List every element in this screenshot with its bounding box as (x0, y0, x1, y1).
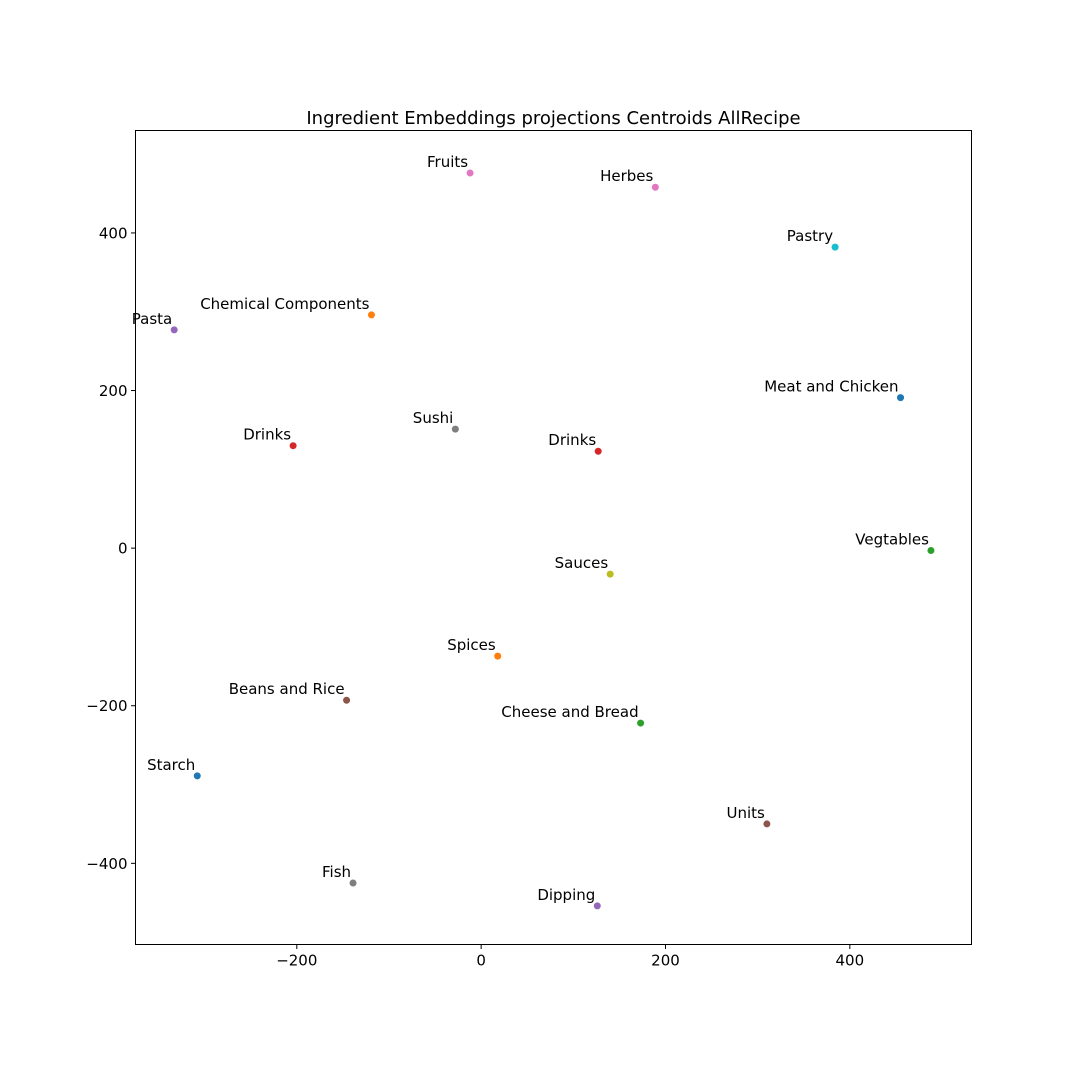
point-label: Cheese and Bread (501, 703, 638, 721)
data-points (170, 169, 935, 910)
point-label: Units (727, 804, 766, 822)
point-label: Dipping (537, 886, 595, 904)
point-label: Drinks (548, 431, 596, 449)
point-label: Spices (447, 636, 496, 654)
point-label: Sauces (555, 554, 609, 572)
data-point (343, 696, 351, 704)
chart-title: Ingredient Embeddings projections Centro… (306, 108, 800, 129)
point-label: Pastry (787, 227, 833, 245)
data-point (451, 425, 459, 433)
y-tick-label: −200 (86, 697, 127, 715)
point-label: Fish (322, 863, 351, 881)
x-axis: −200 0 200 400 (276, 944, 865, 970)
data-point (831, 243, 839, 251)
y-tick-label: 400 (99, 224, 128, 242)
data-point (927, 547, 935, 555)
x-tick-label: 400 (836, 952, 865, 970)
data-point (606, 570, 614, 578)
y-axis: −400 −200 0 200 400 (86, 224, 136, 873)
data-point (763, 820, 771, 828)
point-label: Chemical Components (200, 295, 369, 313)
x-tick-label: 0 (476, 952, 486, 970)
point-label: Meat and Chicken (764, 378, 898, 396)
point-label: Beans and Rice (229, 680, 345, 698)
data-point (897, 394, 905, 402)
data-point (593, 902, 601, 910)
data-point (349, 879, 357, 887)
x-tick-label: 200 (651, 952, 680, 970)
point-labels: Fruits Herbes Pastry Chemical Components Pas… (132, 153, 929, 904)
point-label: Fruits (427, 153, 468, 171)
y-tick-label: 0 (118, 540, 128, 558)
data-point (637, 719, 645, 727)
data-point (193, 772, 201, 780)
data-point (466, 169, 474, 177)
point-label: Vegtables (855, 531, 929, 549)
y-tick-label: 200 (99, 382, 128, 400)
data-point (170, 326, 178, 334)
point-label: Drinks (243, 426, 291, 444)
y-tick-label: −400 (86, 855, 127, 873)
data-point (367, 311, 375, 319)
data-point (289, 442, 297, 450)
data-point (594, 447, 602, 455)
point-label: Sushi (413, 409, 454, 427)
point-label: Herbes (600, 167, 653, 185)
data-point (494, 652, 502, 660)
x-tick-label: −200 (276, 952, 317, 970)
point-label: Pasta (132, 310, 172, 328)
data-point (651, 183, 659, 191)
plot-frame (135, 130, 972, 945)
point-label: Starch (147, 756, 195, 774)
